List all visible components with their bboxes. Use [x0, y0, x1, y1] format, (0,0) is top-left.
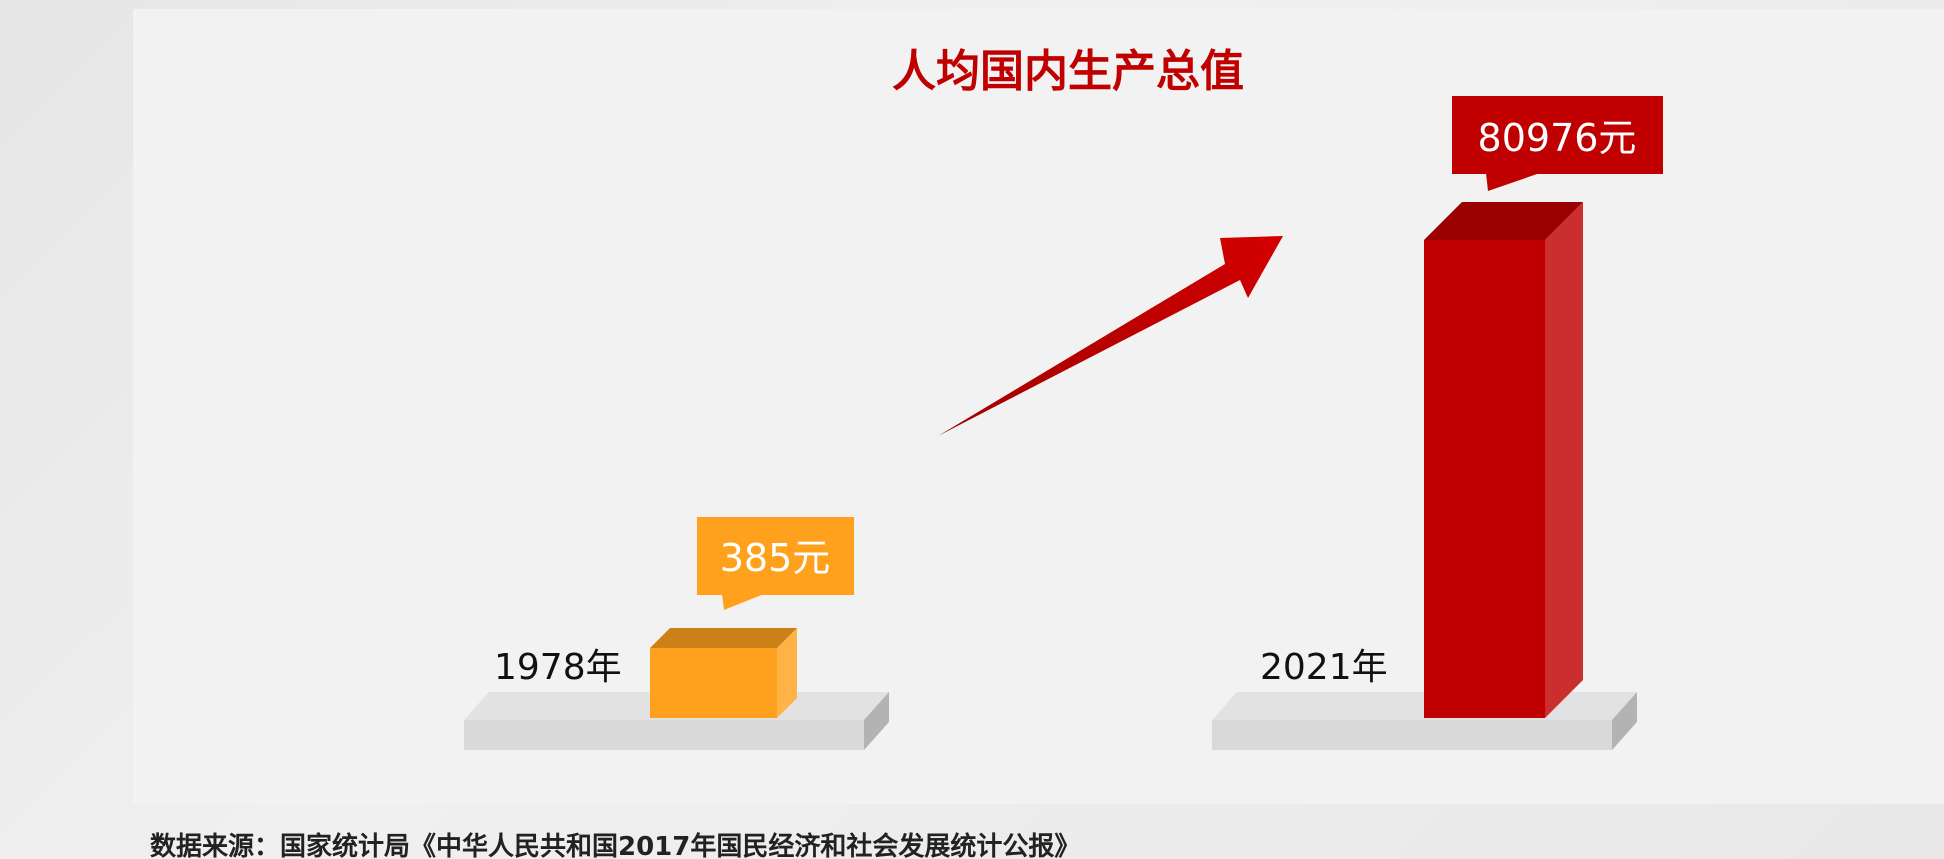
- bar-2021-top: [1424, 202, 1583, 240]
- category-label-2021: 2021年: [1260, 647, 1388, 688]
- bar-2021-side: [1545, 202, 1583, 718]
- value-callout-1978: 385元: [697, 517, 854, 610]
- trend-arrow: [938, 236, 1283, 436]
- bar-2021: [1424, 202, 1583, 718]
- bar-1978-top: [650, 628, 797, 648]
- bar-2021-front: [1424, 240, 1545, 718]
- data-source-note: 数据来源：国家统计局《中华人民共和国2017年国民经济和社会发展统计公报》: [150, 832, 1081, 859]
- bar-1978: [650, 628, 797, 718]
- category-label-1978: 1978年: [494, 647, 622, 688]
- data-label-1978: 385元: [720, 536, 831, 580]
- chart-title: 人均国内生产总值: [892, 46, 1244, 97]
- bar-1978-front: [650, 648, 777, 718]
- data-label-2021: 80976元: [1478, 116, 1637, 160]
- bar-1978-side: [777, 628, 797, 718]
- value-callout-2021: 80976元: [1452, 96, 1663, 191]
